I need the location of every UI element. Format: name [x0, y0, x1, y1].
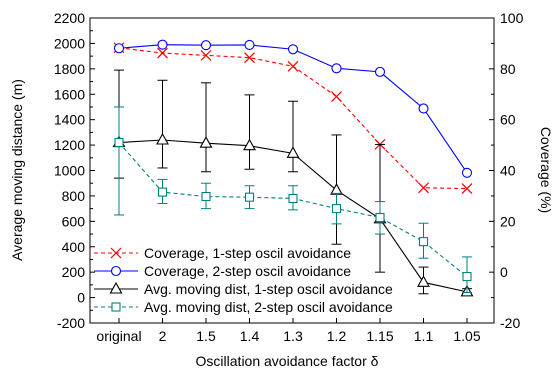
y-left-tick-label: 2200: [54, 10, 85, 26]
data-point: [200, 49, 212, 61]
data-point: [244, 192, 255, 202]
y-right-tick-label: 20: [500, 213, 516, 229]
error-bar: [157, 79, 168, 169]
data-point: [113, 43, 125, 54]
legend-label: Avg. moving dist, 1-step oscil avoidance: [144, 281, 393, 297]
x-tick-label: 1.5: [196, 328, 216, 344]
data-point: [156, 132, 169, 145]
data-point: [157, 187, 168, 197]
data-point: [288, 193, 298, 204]
y-axis-left-label: Average moving distance (m): [9, 79, 25, 261]
y-right-tick-label: 0: [500, 264, 508, 280]
x-tick-label: 1.2: [327, 328, 347, 344]
y-left-tick-label: 1200: [54, 137, 85, 153]
y-axis-right-label: Coverage (%): [538, 127, 554, 213]
y-right-tick-label: 100: [500, 10, 524, 26]
data-point: [244, 52, 255, 64]
x-tick-label: 1.4: [240, 328, 260, 344]
error-bar: [288, 100, 298, 173]
y-right-tick-label: 80: [500, 61, 516, 77]
x-tick-label: 1.15: [366, 328, 393, 344]
legend-label: Coverage, 1-step oscil avoidance: [144, 245, 351, 261]
error-bar: [114, 106, 124, 216]
data-point: [287, 44, 299, 55]
y-left-tick-label: 1600: [54, 86, 85, 102]
legend-label: Avg. moving dist, 2-step oscil avoidance: [144, 299, 393, 315]
data-point: [199, 136, 213, 148]
data-point: [287, 60, 299, 72]
data-point: [331, 91, 342, 102]
y-left-tick-label: 0: [77, 290, 85, 306]
error-bar: [244, 94, 255, 170]
y-left-tick-label: 200: [62, 264, 86, 280]
data-point: [417, 275, 430, 287]
legend-label: Coverage, 2-step oscil avoidance: [144, 263, 351, 279]
x-axis-label: Oscillation avoidance factor δ: [196, 353, 379, 369]
legend-item: Avg. moving dist, 1-step oscil avoidance: [94, 281, 393, 297]
data-point: [286, 146, 300, 158]
error-bar: [201, 82, 211, 173]
legend-item: Avg. moving dist, 2-step oscil avoidance: [94, 299, 393, 315]
data-point: [462, 272, 472, 282]
x-tick-label: 1.05: [453, 328, 480, 344]
data-point: [157, 47, 168, 59]
y-left-tick-label: 1000: [54, 163, 85, 179]
y-right-tick-label: -20: [500, 315, 520, 331]
x-tick-label: original: [96, 328, 141, 344]
data-point: [244, 39, 255, 50]
data-point: [331, 63, 342, 74]
data-point: [418, 237, 429, 247]
series: [113, 42, 473, 194]
data-point: [461, 167, 473, 178]
data-point: [110, 247, 122, 259]
x-tick-label: 1.3: [283, 328, 303, 344]
y-left-tick-label: 600: [62, 213, 86, 229]
y-right-tick-label: 60: [500, 112, 516, 128]
data-point: [418, 182, 429, 194]
data-point: [157, 39, 168, 50]
x-tick-label: 2: [159, 328, 167, 344]
legend-item: Coverage, 2-step oscil avoidance: [94, 263, 351, 279]
data-point: [374, 66, 386, 77]
series: [113, 39, 473, 178]
y-left-tick-label: 800: [62, 188, 86, 204]
data-point: [114, 137, 124, 148]
data-point: [375, 212, 385, 223]
y-left-tick-label: 1400: [54, 112, 85, 128]
data-point: [331, 204, 342, 214]
legend-item: Coverage, 1-step oscil avoidance: [94, 245, 351, 261]
y-left-tick-label: -200: [57, 315, 85, 331]
data-point: [111, 302, 121, 312]
x-tick-label: 1.1: [414, 328, 434, 344]
data-point: [243, 138, 256, 151]
data-point: [201, 192, 211, 202]
data-point: [200, 40, 212, 51]
data-point: [418, 103, 429, 114]
y-right-tick-label: 40: [500, 163, 516, 179]
series: [114, 106, 472, 293]
y-left-tick-label: 2000: [54, 35, 85, 51]
data-point: [110, 265, 122, 277]
y-left-tick-label: 1800: [54, 61, 85, 77]
y-left-tick-label: 400: [62, 239, 86, 255]
data-point: [109, 281, 123, 294]
data-point: [461, 183, 473, 194]
data-point: [330, 183, 343, 195]
